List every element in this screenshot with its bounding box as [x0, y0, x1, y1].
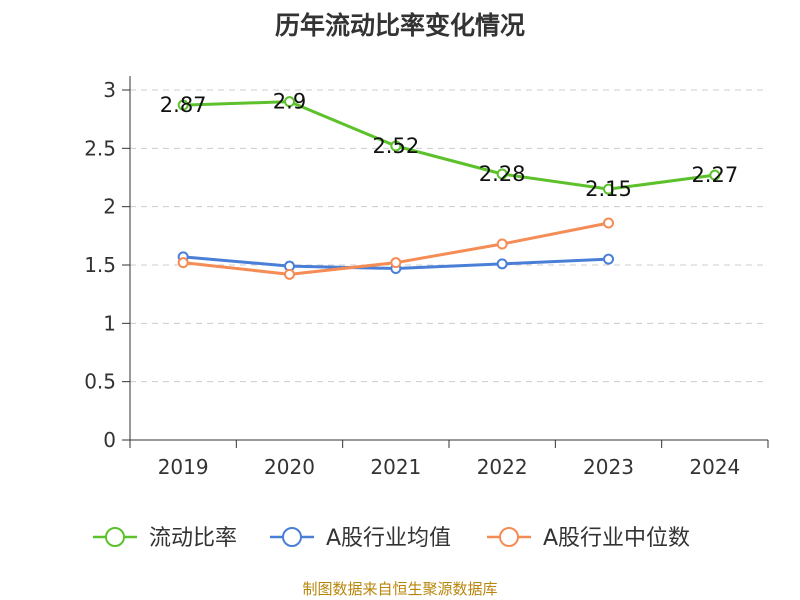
x-tick-label: 2020 — [264, 455, 315, 479]
data-point — [709, 169, 721, 181]
legend-marker — [105, 527, 125, 547]
x-tick-label: 2023 — [583, 455, 634, 479]
data-labels: 2.87 2.9 2.52 2.28 2.15 2.27 — [160, 90, 738, 202]
y-tick-label: 2.5 — [84, 136, 116, 160]
data-label: 2.9 — [273, 90, 306, 114]
legend-item: A股行业中位数 — [487, 526, 690, 551]
x-tick-label: 2021 — [370, 455, 421, 479]
grid-lines — [130, 89, 768, 383]
data-point — [390, 140, 402, 152]
data-point — [496, 238, 508, 250]
legend-marker — [282, 527, 302, 547]
data-point — [177, 99, 189, 111]
data-point — [284, 268, 295, 280]
y-tick-label: 1 — [103, 311, 116, 335]
source-note: 制图数据来自恒生聚源数据库 — [302, 580, 498, 598]
data-label: 2.28 — [479, 162, 526, 186]
legend-label: 流动比率 — [149, 526, 237, 551]
y-tick-label: 1.5 — [84, 253, 116, 277]
series-line — [181, 100, 717, 191]
y-tick-label: 0.5 — [84, 370, 116, 394]
legend-item: 流动比率 — [93, 526, 237, 551]
data-point — [496, 168, 508, 180]
axes: 0 0.5 1 1.5 2 2.5 3 2019 2020 2021 2022 2023 2024 — [84, 76, 769, 479]
legend-label: A股行业中位数 — [543, 526, 690, 551]
x-tick-label: 2024 — [689, 455, 740, 479]
legend: 流动比率 A股行业均值 A股行业中位数 — [93, 526, 690, 551]
data-point — [603, 253, 614, 265]
data-label: 2.15 — [585, 177, 632, 201]
legend-label: A股行业均值 — [326, 526, 451, 551]
chart-title: 历年流动比率变化情况 — [274, 11, 525, 40]
data-label: 2.27 — [691, 163, 738, 187]
legend-marker — [499, 527, 519, 547]
data-point — [603, 217, 614, 229]
x-tick-label: 2019 — [158, 455, 209, 479]
data-label: 2.87 — [160, 93, 207, 117]
data-point — [603, 183, 614, 195]
series-lines — [177, 96, 721, 280]
data-point — [390, 257, 402, 269]
y-tick-label: 3 — [103, 78, 116, 102]
data-label: 2.52 — [372, 134, 419, 158]
y-tick-label: 2 — [103, 195, 116, 219]
data-point — [177, 257, 189, 269]
data-point — [496, 258, 508, 270]
y-tick-label: 0 — [103, 428, 116, 452]
data-point — [284, 96, 295, 108]
x-tick-label: 2022 — [477, 455, 528, 479]
legend-item: A股行业均值 — [270, 526, 451, 551]
